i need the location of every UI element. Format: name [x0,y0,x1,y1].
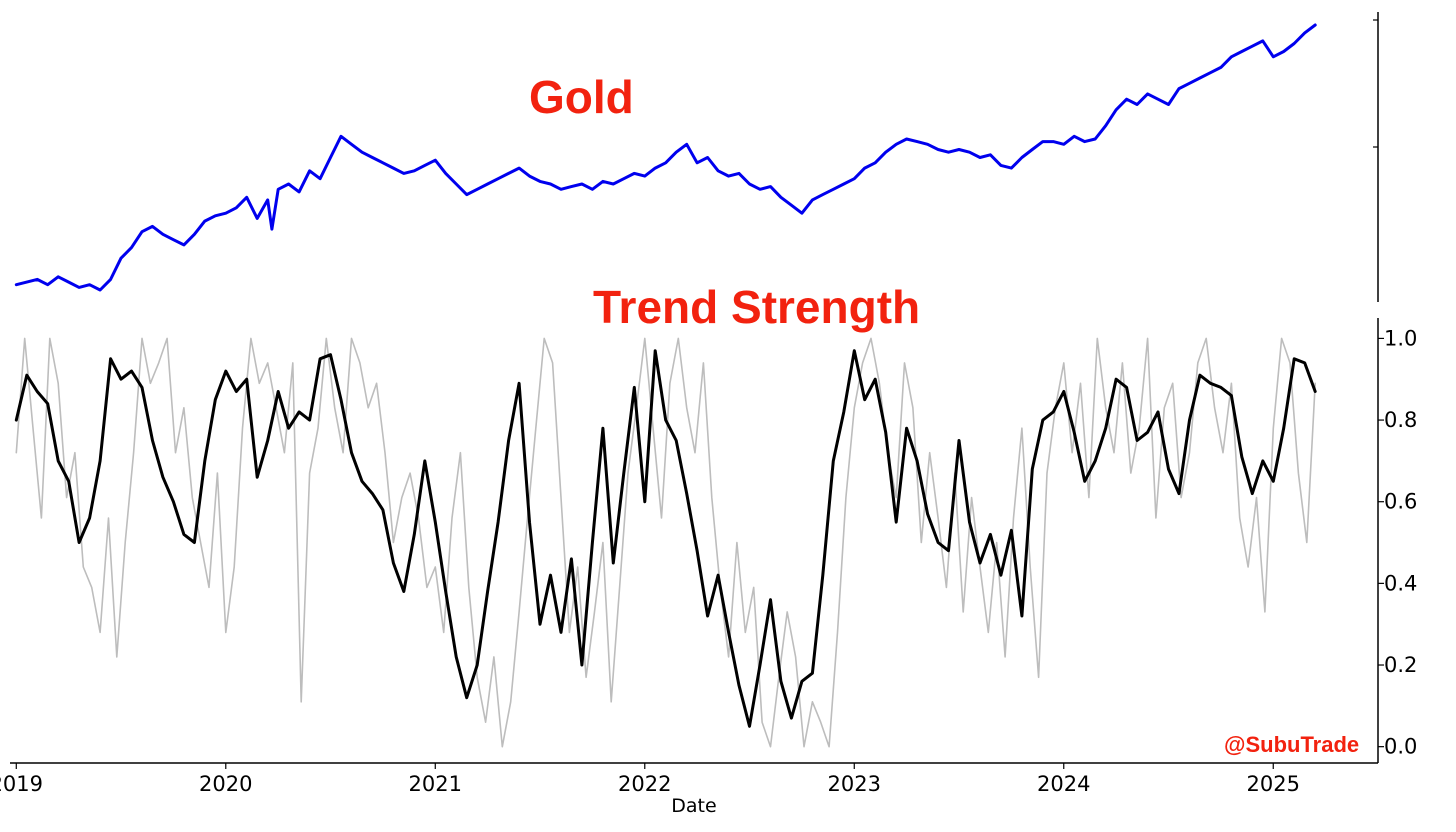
y-tick-label-0.2: 0.2 [1384,653,1417,677]
trend-series-1-line [14,349,1317,728]
y-tick-label-0.0: 0.0 [1384,735,1417,759]
trend-strength-chart-title: Trend Strength [593,281,921,333]
y-tick-label-0.8: 0.8 [1384,408,1417,432]
trend-series-0-line [15,337,1316,748]
x-tick-label-2019: 2019 [0,772,43,796]
gold-chart-title: Gold [529,71,634,123]
x-tick-label-2022: 2022 [618,772,671,796]
x-tick-label-2023: 2023 [828,772,881,796]
y-tick-label-0.4: 0.4 [1384,571,1417,595]
gold-series-0-line [14,23,1317,292]
x-tick-label-2021: 2021 [409,772,462,796]
y-tick-label-1.0: 1.0 [1384,326,1417,350]
y-tick-label-0.6: 0.6 [1384,490,1417,514]
watermark-label: @SubuTrade [1224,732,1360,757]
x-tick-label-2020: 2020 [199,772,252,796]
x-tick-label-2024: 2024 [1037,772,1090,796]
ticks-layer: 0.0 0.2 0.4 0.6 0.8 1.0 2019 2020 2021 2022 2023 20… [0,326,1417,796]
x-axis-label: Date [671,795,716,817]
lines-layer [14,23,1317,748]
axes-layer [10,12,1379,764]
x-tick-label-2025: 2025 [1247,772,1300,796]
